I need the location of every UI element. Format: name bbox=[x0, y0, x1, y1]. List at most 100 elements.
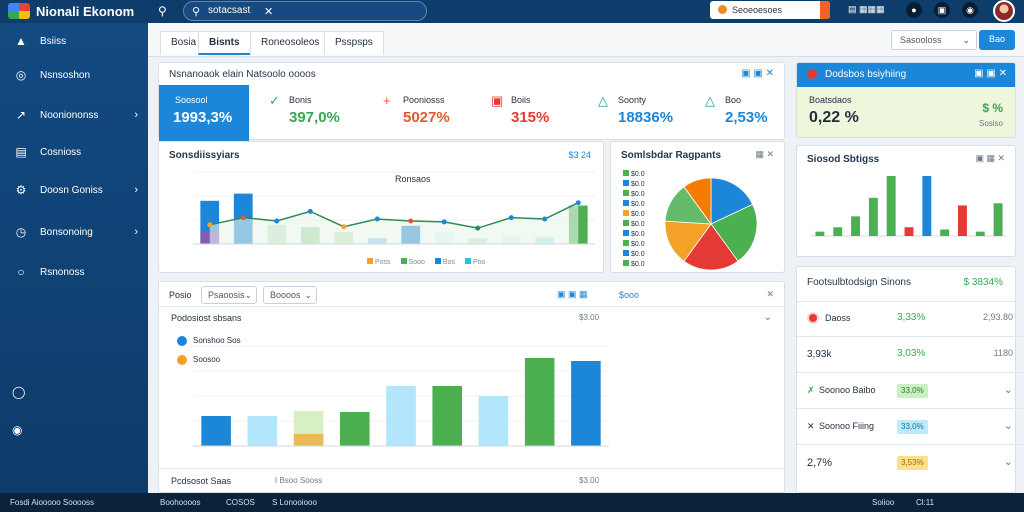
bell-icon[interactable]: ◉ bbox=[962, 2, 978, 18]
bar bbox=[886, 176, 896, 236]
sidebar-item-label: Nooniononss bbox=[40, 109, 99, 121]
list-item-value: 3,03% bbox=[897, 348, 926, 359]
tab-bar: Bosia Bisnts Roneosoleos Psspsps bbox=[148, 23, 1024, 57]
bottom-footer-amount: $3.00 bbox=[579, 476, 600, 485]
status-right2: Cl:11 bbox=[916, 498, 935, 507]
legend-item: Sooo bbox=[400, 258, 425, 266]
help-icon[interactable]: ◯ bbox=[12, 385, 26, 399]
check-icon: ✓ bbox=[269, 93, 280, 108]
bar bbox=[868, 197, 878, 236]
kpi-label: Soosool bbox=[175, 95, 208, 105]
list-item[interactable]: ✗ Soonoo Baibo 33,0% ⌄ bbox=[797, 373, 1024, 409]
shuffle-icon: ✗ bbox=[807, 385, 815, 395]
kpi-value: 2,53% bbox=[725, 109, 768, 126]
bottom-footer-left: Pcdsosot Saas bbox=[171, 476, 232, 486]
clear-icon[interactable]: ✕ bbox=[264, 6, 274, 18]
tab-3[interactable]: Psspsps bbox=[324, 31, 384, 55]
sidebar-item-6[interactable]: ○ Rsnonoss bbox=[0, 261, 148, 283]
list-item-label: 3,93k bbox=[807, 349, 832, 360]
close-icon[interactable]: ✕ bbox=[766, 289, 774, 299]
notification-label: Seoeoesoes bbox=[732, 5, 783, 15]
chevron-down-icon: ⌄ bbox=[244, 290, 252, 300]
brand-name: Nionali Ekonom bbox=[36, 3, 135, 19]
bar bbox=[975, 231, 985, 236]
list-item-label: Soonoo Fiiing bbox=[819, 421, 875, 431]
line-point bbox=[207, 222, 213, 228]
plus-icon: + bbox=[383, 93, 391, 108]
filter-select[interactable]: Sasooloss ⌄ bbox=[891, 30, 977, 50]
tab-1[interactable]: Bisnts bbox=[198, 31, 251, 55]
status-badge: 33,0% bbox=[897, 420, 928, 434]
side-alert-header: Dodsbos bsiyhiing ▣ ▣ ✕ bbox=[797, 63, 1015, 87]
list-item[interactable]: ✕ Soonoo Fiiing 33,0% ⌄ bbox=[797, 409, 1024, 445]
kpi-4[interactable]: △ Soonty 18836% bbox=[592, 85, 692, 141]
bar bbox=[247, 416, 278, 446]
bar bbox=[904, 227, 914, 236]
panel-actions-icon[interactable]: ▣ ▣ ✕ bbox=[974, 68, 1007, 79]
filter-button[interactable]: Bao bbox=[979, 30, 1016, 50]
sidebar-item-3[interactable]: ▤ Cosnioss bbox=[0, 141, 148, 163]
bar bbox=[922, 176, 932, 236]
panel-actions-icon[interactable]: ▣ ▦ ✕ bbox=[975, 153, 1005, 163]
chevron-down-icon[interactable]: ⌄ bbox=[1003, 456, 1013, 468]
panel-actions-icon[interactable]: ▦ ✕ bbox=[755, 149, 774, 159]
status-bar: Fosdi Aiooooo Sooooss Boohoooos COSOS S … bbox=[0, 493, 1024, 512]
sidebar-item-0[interactable]: ▲ Bsiiss bbox=[0, 30, 148, 52]
search-input[interactable] bbox=[208, 5, 268, 16]
chevron-down-icon[interactable]: ⌄ bbox=[1003, 420, 1013, 432]
apple-icon[interactable]: ● bbox=[906, 2, 922, 18]
avatar[interactable] bbox=[993, 0, 1015, 22]
nav-icon: ↗ bbox=[15, 108, 27, 122]
kpi-label: Boiis bbox=[511, 95, 531, 105]
chevron-down-icon[interactable]: ⌄ bbox=[1003, 384, 1013, 396]
chevron-down-icon: ⌄ bbox=[962, 35, 970, 45]
pie-slice bbox=[683, 223, 739, 271]
kpi-label: Soonty bbox=[618, 95, 647, 105]
pie-legend-row: $0.0 bbox=[623, 210, 645, 220]
kpi-value: 1993,3% bbox=[173, 109, 233, 126]
list-item-label: Daoss bbox=[825, 313, 851, 323]
settings-icon[interactable]: ◉ bbox=[12, 423, 23, 437]
panel-actions-icon[interactable]: ▣ ▣ ✕ bbox=[741, 68, 774, 79]
kpi-3[interactable]: ▣ Boiis 315% bbox=[485, 85, 575, 141]
sidebar-item-5[interactable]: ◷ Bonsonoing › bbox=[0, 221, 148, 243]
list-item[interactable]: 2,7% 3,53% ⌄ bbox=[797, 445, 1024, 481]
alert-dot-icon bbox=[807, 69, 817, 79]
bottom-select-a[interactable]: Psaoosis ⌄ bbox=[201, 286, 257, 304]
line-point bbox=[575, 200, 581, 206]
side-alert-title: Dodsbos bsiyhiing bbox=[825, 69, 907, 80]
tab-2[interactable]: Roneosoleos bbox=[250, 31, 331, 55]
sidebar-item-label: Bsiiss bbox=[40, 35, 67, 47]
bottom-select-b[interactable]: Boooos ⌄ bbox=[263, 286, 317, 304]
side-list-title: Footsulbtodsign Sinons bbox=[807, 277, 911, 288]
list-item[interactable]: Daoss 3,33% 2,93.80 bbox=[797, 301, 1024, 337]
bottom-sub-amount: $3.00 bbox=[579, 313, 600, 322]
sidebar-item-2[interactable]: ↗ Nooniononss › bbox=[0, 104, 148, 126]
list-item[interactable]: 3,93k 3,03% 1180 bbox=[797, 337, 1024, 373]
list-item-extra: 2,93.80 bbox=[982, 312, 1013, 322]
kpi-5[interactable]: △ Boo 2,53% bbox=[699, 85, 785, 141]
sidebar-item-1[interactable]: ◎ Nsnsoshon bbox=[0, 64, 148, 86]
archive-icon: ▣ bbox=[491, 93, 504, 108]
status-left: Fosdi Aiooooo Sooooss bbox=[10, 498, 95, 507]
kpi-2[interactable]: + Pooniosss 5027% bbox=[377, 85, 477, 141]
notification-pill[interactable]: Seoeoesoes bbox=[710, 1, 830, 19]
side-alert-sidelabel: Sosiso bbox=[978, 119, 1003, 128]
pie-chart bbox=[664, 177, 758, 271]
kpi-1[interactable]: ✓ Bonis 397,0% bbox=[263, 85, 363, 141]
pie-chart-title: Somlsbdar Ragpants bbox=[621, 150, 722, 161]
kpi-0[interactable]: Soosool 1993,3% bbox=[159, 85, 249, 141]
bar bbox=[339, 412, 370, 446]
sidebar-item-label: Doosn Goniss bbox=[40, 184, 103, 196]
bottom-footer-mid: I Bsoo Sooss bbox=[275, 476, 323, 485]
layout-toggle[interactable]: ▤ ▦▦▦ bbox=[848, 4, 885, 15]
pie-legend-row: $0.0 bbox=[623, 180, 645, 190]
search-box[interactable]: ⚲ ✕ bbox=[183, 1, 427, 21]
sidebar-item-4[interactable]: ⚙ Doosn Goniss › bbox=[0, 179, 148, 201]
bottom-actions-icon[interactable]: ▣ ▣ ▦ bbox=[557, 289, 588, 299]
search-icon[interactable]: ⚲ bbox=[158, 4, 167, 18]
brand[interactable]: Nionali Ekonom bbox=[8, 3, 134, 19]
status-mid1: Boohoooos bbox=[160, 498, 201, 507]
device-icon[interactable]: ▣ bbox=[934, 2, 950, 18]
chevron-down-icon[interactable]: ⌄ bbox=[763, 312, 772, 323]
